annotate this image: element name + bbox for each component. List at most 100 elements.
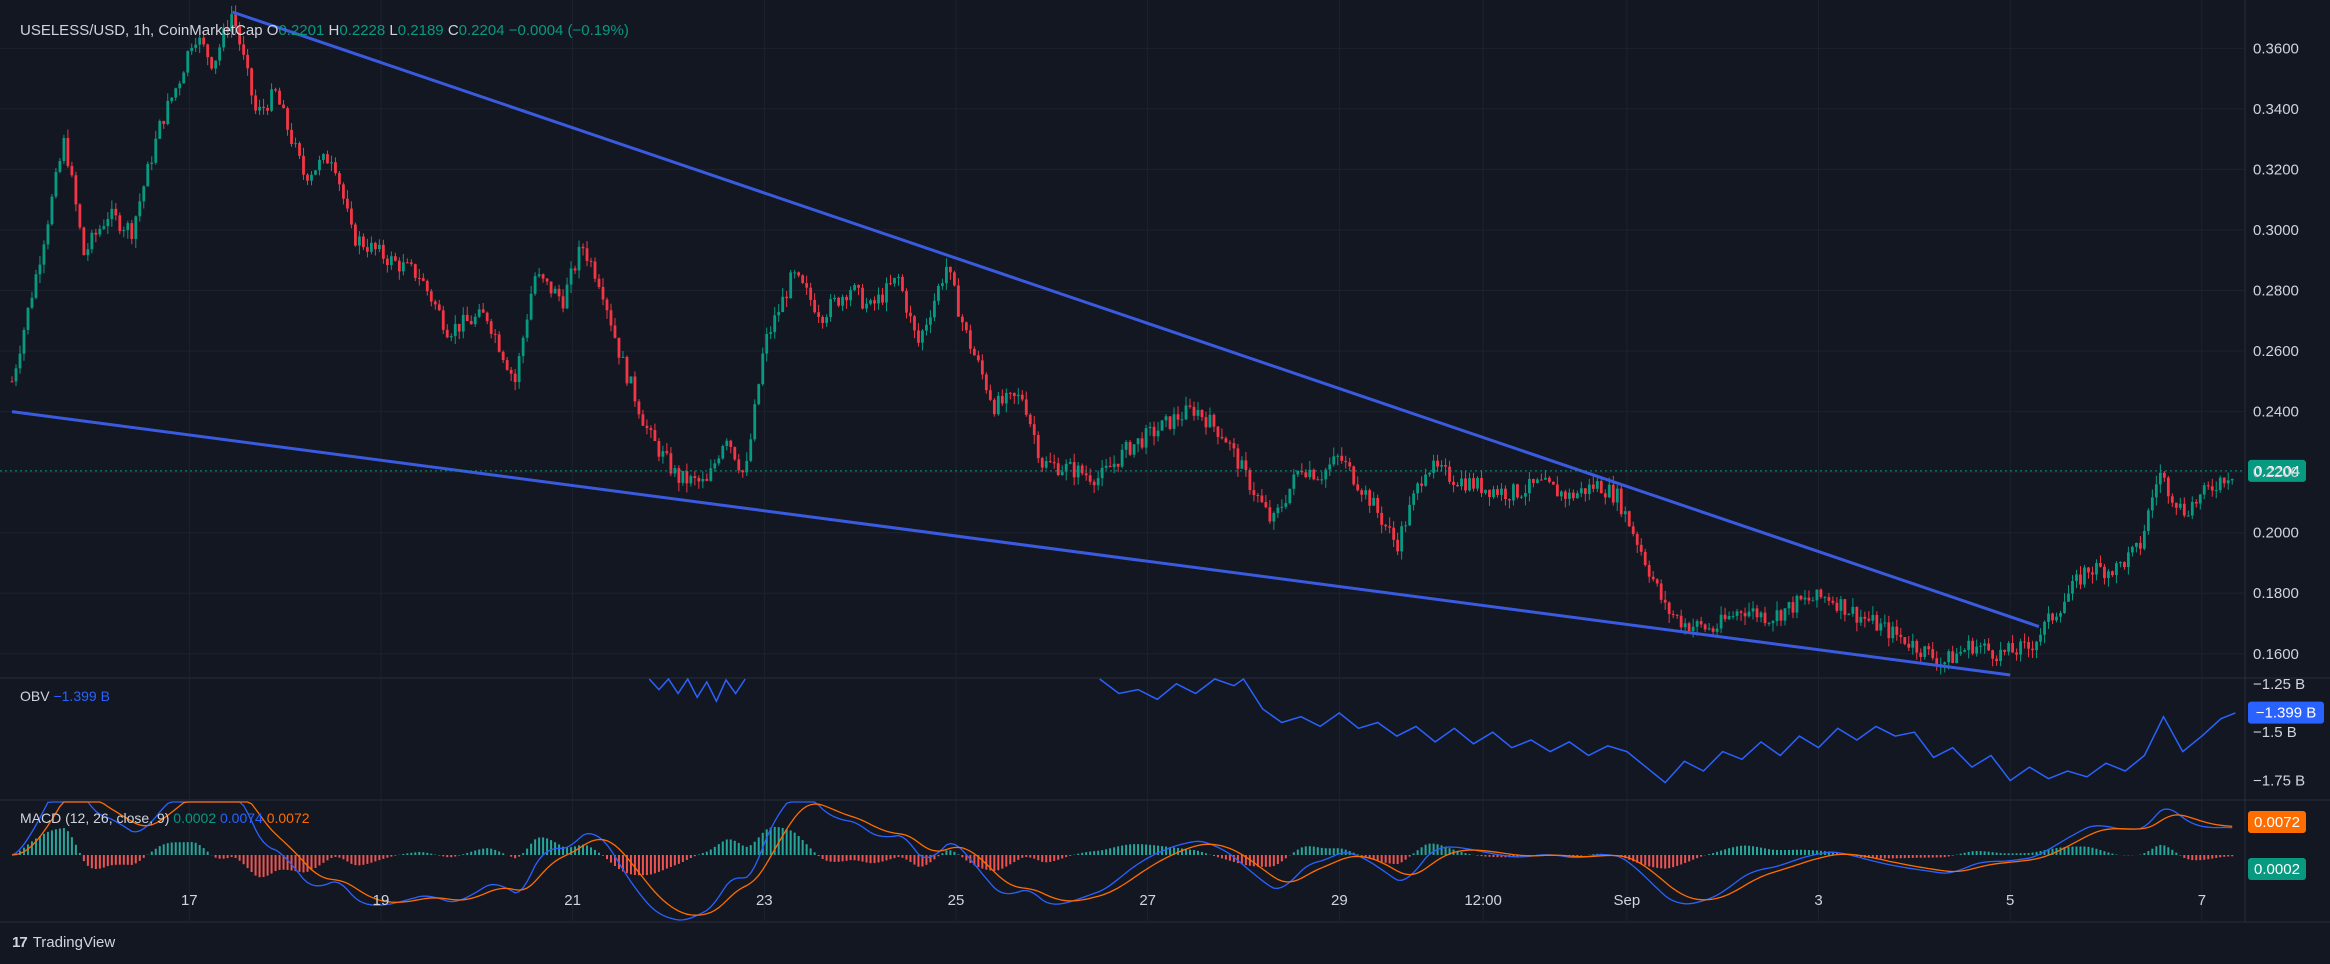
candle-body <box>230 14 234 32</box>
candle-body <box>1380 512 1384 525</box>
candle-body <box>1747 611 1751 617</box>
candle-body <box>1268 507 1272 522</box>
candle-body <box>1931 649 1935 659</box>
candle-body <box>1144 428 1148 448</box>
time-tick-label: 12:00 <box>1464 892 1502 909</box>
candle-body <box>593 261 597 279</box>
candle-body <box>1583 488 1587 494</box>
candle-body <box>1875 614 1879 631</box>
candle-body <box>609 310 613 326</box>
macd-legend[interactable]: MACD (12, 26, close, 9) 0.0002 0.0074 0.… <box>20 810 310 826</box>
time-tick-label: 7 <box>2198 892 2206 909</box>
candle-body <box>1020 394 1024 400</box>
candle-body <box>1879 623 1883 631</box>
candle-body <box>2226 480 2230 484</box>
candle-body <box>1164 416 1168 421</box>
candle-body <box>142 186 146 202</box>
candle-body <box>1208 414 1212 428</box>
price-tick-label: 0.3200 <box>2253 161 2299 178</box>
candle-body <box>1911 640 1915 648</box>
candle-body <box>1052 462 1056 464</box>
candle-body <box>122 230 126 232</box>
candle-body <box>174 88 178 98</box>
candle-body <box>1771 621 1775 624</box>
candle-body <box>1767 623 1771 625</box>
candle-body <box>2087 567 2090 573</box>
candle-body <box>1240 460 1244 469</box>
candle-body <box>2103 566 2106 579</box>
candle-body <box>1863 616 1867 619</box>
candle-body <box>401 262 405 272</box>
candle-body <box>545 278 549 282</box>
candle-body <box>38 264 42 275</box>
obv-tick-label: −1.25 B <box>2253 676 2305 693</box>
candle-body <box>633 376 637 402</box>
candle-body <box>2039 634 2042 642</box>
candle-body <box>1795 595 1799 613</box>
candle-body <box>1575 493 1579 499</box>
candle-body <box>1176 414 1180 420</box>
candle-body <box>2123 562 2126 568</box>
obv-legend[interactable]: OBV −1.399 B <box>20 688 110 704</box>
candle-body <box>701 478 705 482</box>
candle-body <box>198 37 202 45</box>
candle-body <box>1643 551 1647 566</box>
candle-body <box>749 439 753 461</box>
macd-line <box>11 801 2233 921</box>
trendlines[interactable] <box>11 10 2040 677</box>
candle-body <box>1056 463 1060 476</box>
candle-body <box>481 309 485 313</box>
candle-body <box>1212 414 1216 427</box>
candle-body <box>669 453 673 474</box>
candle-body <box>857 285 860 288</box>
time-tick-label: 19 <box>373 892 390 909</box>
candle-body <box>1959 651 1963 654</box>
candle-body <box>282 104 285 109</box>
candle-body <box>1823 597 1827 599</box>
candle-body <box>290 129 293 144</box>
candle-body <box>362 236 365 248</box>
high-value: 0.2228 <box>339 22 386 39</box>
candle-body <box>713 463 717 469</box>
candle-body <box>1132 444 1136 455</box>
candle-body <box>2162 472 2166 478</box>
candle-body <box>485 312 489 322</box>
candle-body <box>1460 478 1463 487</box>
candle-body <box>330 162 333 164</box>
candle-body <box>992 399 996 415</box>
candle-body <box>110 208 114 219</box>
candle-body <box>1703 624 1707 630</box>
time-tick-label: Sep <box>1614 892 1641 909</box>
candle-body <box>1532 478 1535 483</box>
candle-body <box>429 291 433 302</box>
candle-body <box>1627 511 1631 527</box>
candle-body <box>1264 502 1268 508</box>
candle-body <box>1587 484 1591 494</box>
candle-body <box>1647 565 1651 577</box>
candle-body <box>1520 496 1523 498</box>
candle-body <box>441 310 445 330</box>
candle-body <box>1967 640 1971 651</box>
candle-body <box>1004 392 1008 404</box>
candle-body <box>933 300 936 318</box>
tradingview-logo[interactable]: 17 TradingView <box>12 934 115 951</box>
candle-body <box>1320 479 1324 481</box>
candle-body <box>1492 489 1495 498</box>
candle-body <box>2142 530 2146 549</box>
price-tick-label: 0.3600 <box>2253 40 2299 57</box>
candle-body <box>2186 515 2190 517</box>
symbol-label[interactable]: USELESS/USD, 1h, CoinMarketCap <box>20 22 263 39</box>
candle-body <box>1156 430 1160 437</box>
candle-body <box>849 290 852 301</box>
open-value: 0.2201 <box>278 22 325 39</box>
candle-body <box>2047 613 2050 622</box>
candle-body <box>1396 539 1400 552</box>
candle-body <box>1284 503 1288 507</box>
candle-body <box>1292 474 1296 489</box>
candle-body <box>1332 456 1336 465</box>
candle-body <box>1735 611 1739 616</box>
macd-signal-badge <box>2248 811 2306 833</box>
candle-body <box>74 175 78 205</box>
candle-body <box>1312 469 1316 480</box>
